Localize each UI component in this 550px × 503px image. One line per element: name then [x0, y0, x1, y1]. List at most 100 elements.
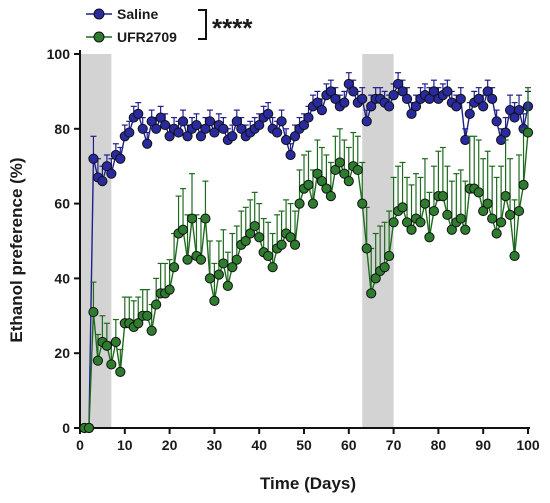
x-tick-label: 80 — [431, 437, 447, 453]
data-point — [388, 90, 399, 101]
data-point — [428, 205, 440, 217]
data-point — [227, 131, 238, 142]
data-point — [491, 116, 502, 127]
data-point — [88, 153, 99, 164]
legend-marker — [93, 31, 105, 43]
data-point — [231, 116, 242, 127]
data-point — [218, 123, 229, 134]
data-point — [209, 127, 220, 138]
data-point — [195, 254, 207, 265]
data-point — [142, 138, 153, 149]
data-point — [101, 340, 112, 351]
data-series — [79, 72, 534, 434]
x-axis-title: Time (Days) — [260, 474, 356, 493]
data-point — [496, 217, 507, 228]
data-point — [522, 127, 534, 138]
data-point — [186, 213, 198, 224]
legend: Saline UFR2709 **** — [86, 6, 253, 45]
data-point — [352, 164, 363, 176]
data-point — [460, 224, 471, 235]
data-point — [164, 131, 175, 142]
data-point — [518, 179, 529, 190]
data-point — [513, 105, 525, 116]
data-point — [160, 119, 171, 131]
data-point — [254, 232, 265, 243]
data-point — [83, 422, 95, 434]
data-point — [298, 119, 310, 131]
x-tick-label: 60 — [341, 437, 357, 453]
data-point — [357, 198, 368, 209]
data-point — [442, 86, 453, 97]
data-point — [182, 254, 193, 265]
data-point — [155, 112, 166, 123]
legend-label: Saline — [117, 6, 158, 22]
data-point — [446, 224, 457, 235]
data-point — [482, 198, 493, 209]
data-point — [142, 310, 153, 321]
data-point — [325, 191, 336, 202]
data-point — [370, 273, 381, 284]
data-point — [280, 134, 292, 146]
data-point — [263, 250, 274, 262]
series-ufr2709 — [79, 87, 534, 434]
data-point — [200, 123, 211, 134]
data-point — [509, 112, 520, 123]
error-bars — [90, 87, 531, 372]
data-point — [500, 191, 511, 202]
y-tick-label: 60 — [54, 196, 70, 212]
data-point — [276, 116, 287, 127]
data-point — [321, 183, 332, 194]
data-point — [509, 250, 520, 262]
series-line — [84, 132, 529, 429]
data-point — [294, 198, 305, 209]
data-point — [339, 97, 350, 108]
data-point — [451, 101, 462, 112]
data-point — [110, 336, 121, 348]
data-point — [236, 123, 247, 134]
data-point — [513, 205, 525, 217]
data-point — [406, 224, 417, 235]
data-point — [195, 131, 207, 142]
data-point — [455, 93, 466, 104]
data-point — [478, 205, 489, 217]
data-point — [146, 116, 157, 127]
data-point — [263, 108, 274, 119]
data-point — [209, 295, 220, 306]
data-point — [289, 239, 301, 250]
series-line — [84, 82, 529, 429]
x-tick-label: 70 — [386, 437, 402, 453]
data-point — [424, 232, 435, 243]
data-point — [289, 131, 301, 142]
data-point — [146, 325, 157, 336]
data-point — [500, 127, 511, 138]
data-point — [106, 359, 117, 370]
x-tick-label: 10 — [117, 437, 133, 453]
data-point — [276, 239, 287, 250]
data-point — [325, 86, 336, 97]
x-tick-label: 20 — [162, 437, 178, 453]
data-point — [133, 108, 144, 119]
legend-marker — [93, 8, 105, 20]
data-point — [343, 176, 354, 187]
data-point — [191, 119, 202, 131]
shaded-region-1 — [80, 54, 112, 428]
data-point — [312, 97, 323, 108]
data-point — [227, 262, 238, 273]
data-point — [406, 108, 417, 119]
data-point — [303, 179, 314, 190]
data-point — [361, 243, 372, 254]
x-tick-label: 30 — [207, 437, 223, 453]
data-point — [366, 288, 377, 299]
data-point — [397, 86, 408, 97]
data-point — [316, 176, 328, 187]
data-point — [455, 213, 466, 224]
data-point — [231, 254, 242, 265]
data-point — [397, 202, 408, 213]
data-point — [366, 101, 377, 112]
data-point — [204, 273, 216, 284]
data-point — [504, 209, 516, 220]
data-point — [330, 164, 341, 176]
data-point — [419, 198, 431, 209]
data-point — [442, 209, 453, 220]
